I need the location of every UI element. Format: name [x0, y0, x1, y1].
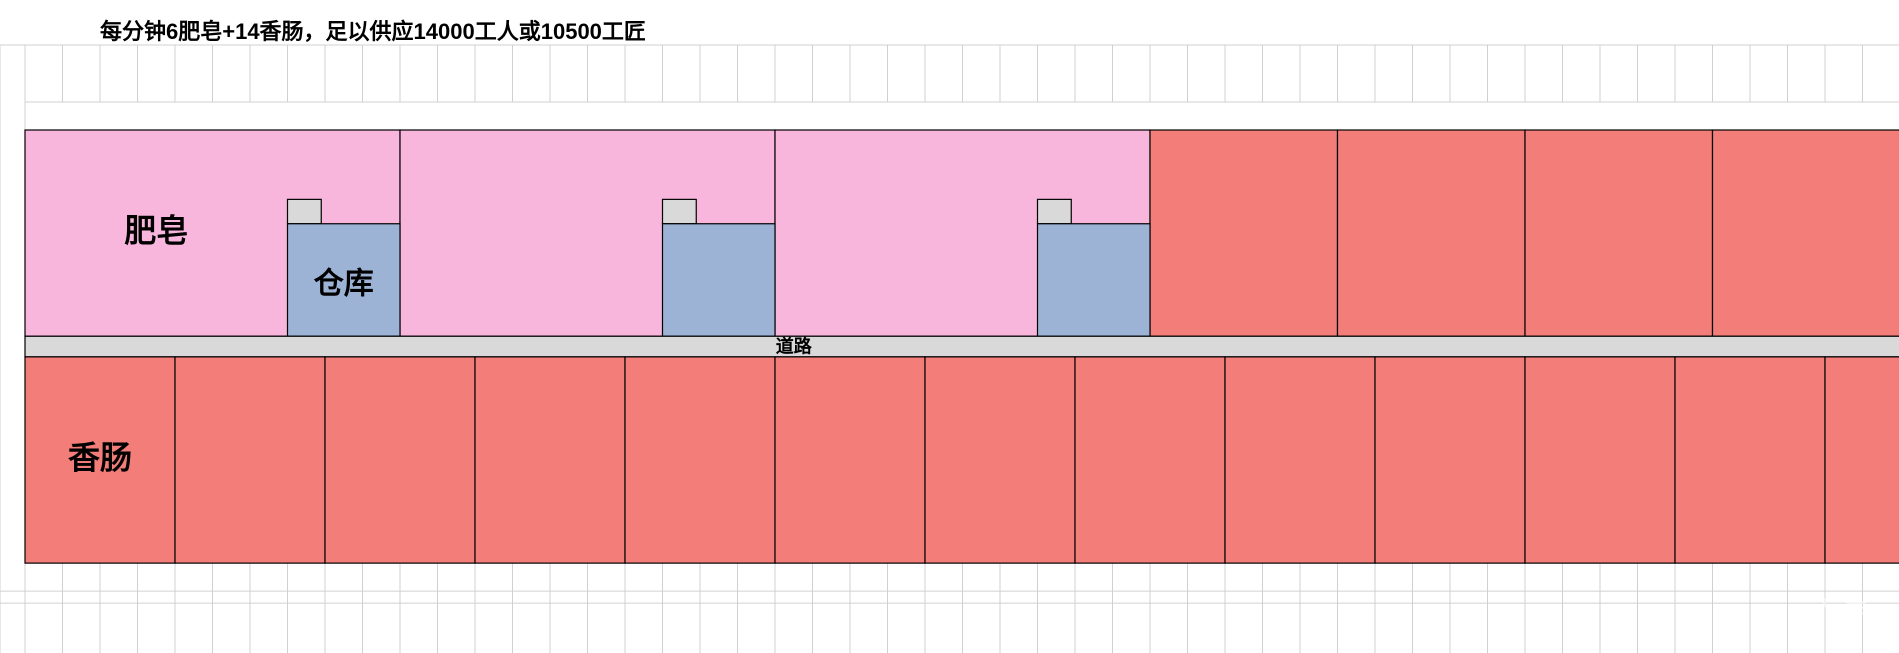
road-label: 道路: [776, 335, 813, 356]
soap-label: 肥皂: [124, 213, 188, 249]
sausage-block: [1825, 357, 1899, 563]
sausage-block: [1075, 357, 1225, 563]
road-strip: [25, 336, 1899, 357]
sausage-label: 香肠: [68, 439, 132, 475]
warehouse-tab: [1038, 199, 1072, 223]
warehouse-label: 仓库: [314, 268, 374, 301]
sausage-block-top: [1150, 130, 1338, 336]
sausage-block-top: [1338, 130, 1526, 336]
sausage-block: [1375, 357, 1525, 563]
column-header-strip: [25, 102, 1899, 130]
sausage-block-top: [1713, 130, 1899, 336]
watermark: 九游: [1809, 596, 1867, 626]
warehouse-block: [663, 224, 776, 337]
sausage-block-top: [1525, 130, 1713, 336]
warehouse-tab: [663, 199, 697, 223]
sausage-block: [325, 357, 475, 563]
page-title: 每分钟6肥皂+14香肠，足以供应14000工人或10500工匠: [100, 14, 646, 46]
warehouse-tab: [288, 199, 322, 223]
sausage-block: [1675, 357, 1825, 563]
sausage-block: [1225, 357, 1375, 563]
svg-text:九游: 九游: [1809, 596, 1867, 626]
sausage-block: [475, 357, 625, 563]
sausage-block: [775, 357, 925, 563]
sausage-block: [625, 357, 775, 563]
sausage-block: [925, 357, 1075, 563]
sausage-block: [1525, 357, 1675, 563]
layout-diagram: 仓库 肥皂道路香肠九游: [0, 0, 1899, 653]
sausage-block: [175, 357, 325, 563]
warehouse-block: [1038, 224, 1151, 337]
